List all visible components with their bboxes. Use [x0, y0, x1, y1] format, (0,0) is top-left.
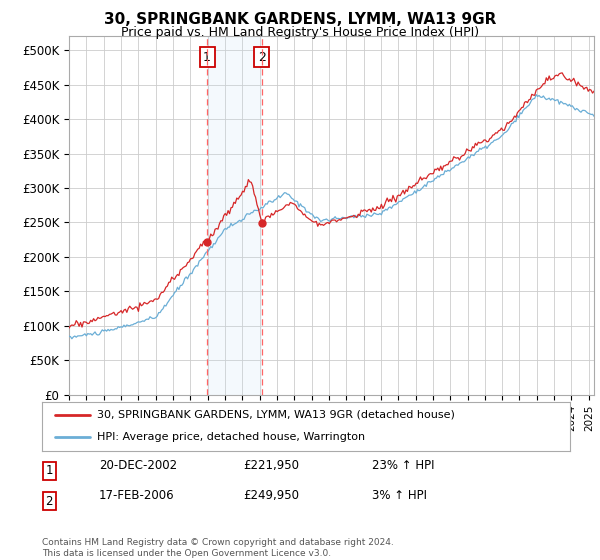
Text: £221,950: £221,950	[243, 459, 299, 472]
Text: 30, SPRINGBANK GARDENS, LYMM, WA13 9GR (detached house): 30, SPRINGBANK GARDENS, LYMM, WA13 9GR (…	[97, 410, 455, 420]
Text: 2: 2	[46, 494, 53, 508]
Text: 23% ↑ HPI: 23% ↑ HPI	[372, 459, 434, 472]
Text: HPI: Average price, detached house, Warrington: HPI: Average price, detached house, Warr…	[97, 432, 365, 442]
Text: Price paid vs. HM Land Registry's House Price Index (HPI): Price paid vs. HM Land Registry's House …	[121, 26, 479, 39]
Bar	[207, 36, 262, 395]
Text: 2: 2	[258, 50, 266, 64]
Text: 17-FEB-2006: 17-FEB-2006	[99, 489, 175, 502]
Text: 1: 1	[46, 464, 53, 478]
Text: £249,950: £249,950	[243, 489, 299, 502]
Text: 30, SPRINGBANK GARDENS, LYMM, WA13 9GR: 30, SPRINGBANK GARDENS, LYMM, WA13 9GR	[104, 12, 496, 27]
Text: Contains HM Land Registry data © Crown copyright and database right 2024.
This d: Contains HM Land Registry data © Crown c…	[42, 538, 394, 558]
Text: 3% ↑ HPI: 3% ↑ HPI	[372, 489, 427, 502]
Text: 1: 1	[203, 50, 211, 64]
Text: 20-DEC-2002: 20-DEC-2002	[99, 459, 177, 472]
